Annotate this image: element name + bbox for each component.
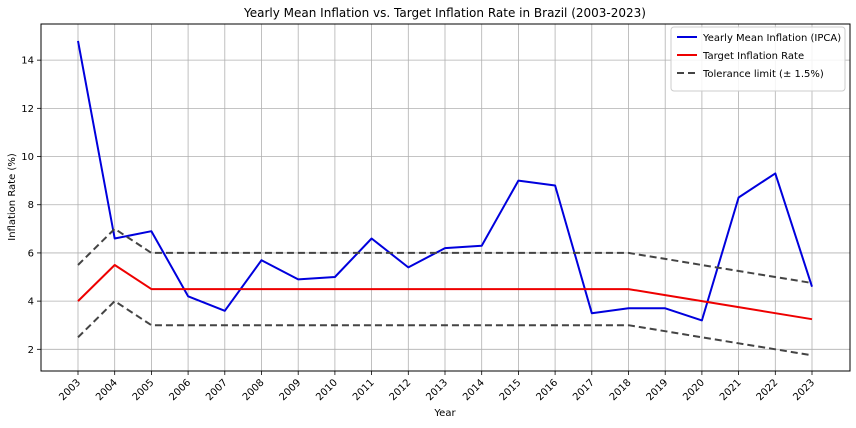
series-line-3 — [77, 227, 813, 284]
chart-title: Yearly Mean Inflation vs. Target Inflati… — [243, 6, 646, 20]
legend: Yearly Mean Inflation (IPCA) Target Infla… — [670, 26, 846, 92]
y-tick-label: 10 — [21, 152, 34, 163]
legend-box — [670, 26, 846, 92]
y-tick-label: 12 — [21, 104, 34, 115]
y-tick-label: 8 — [28, 200, 34, 211]
legend-label: Tolerance limit (± 1.5%) — [702, 69, 824, 80]
legend-label: Target Inflation Rate — [702, 51, 804, 62]
legend-label: Yearly Mean Inflation (IPCA) — [702, 33, 841, 44]
y-tick-label: 2 — [28, 345, 34, 356]
series-line-2 — [77, 264, 813, 321]
y-tick-label: 4 — [28, 297, 34, 308]
y-tick-label: 14 — [21, 56, 34, 67]
series-line-1 — [77, 40, 813, 322]
y-axis-label: Inflation Rate (%) — [7, 153, 18, 241]
plot-area-frame — [40, 23, 851, 372]
y-tick-label: 6 — [28, 248, 34, 259]
x-axis-label: Year — [433, 408, 456, 419]
series-line-4 — [77, 300, 813, 357]
